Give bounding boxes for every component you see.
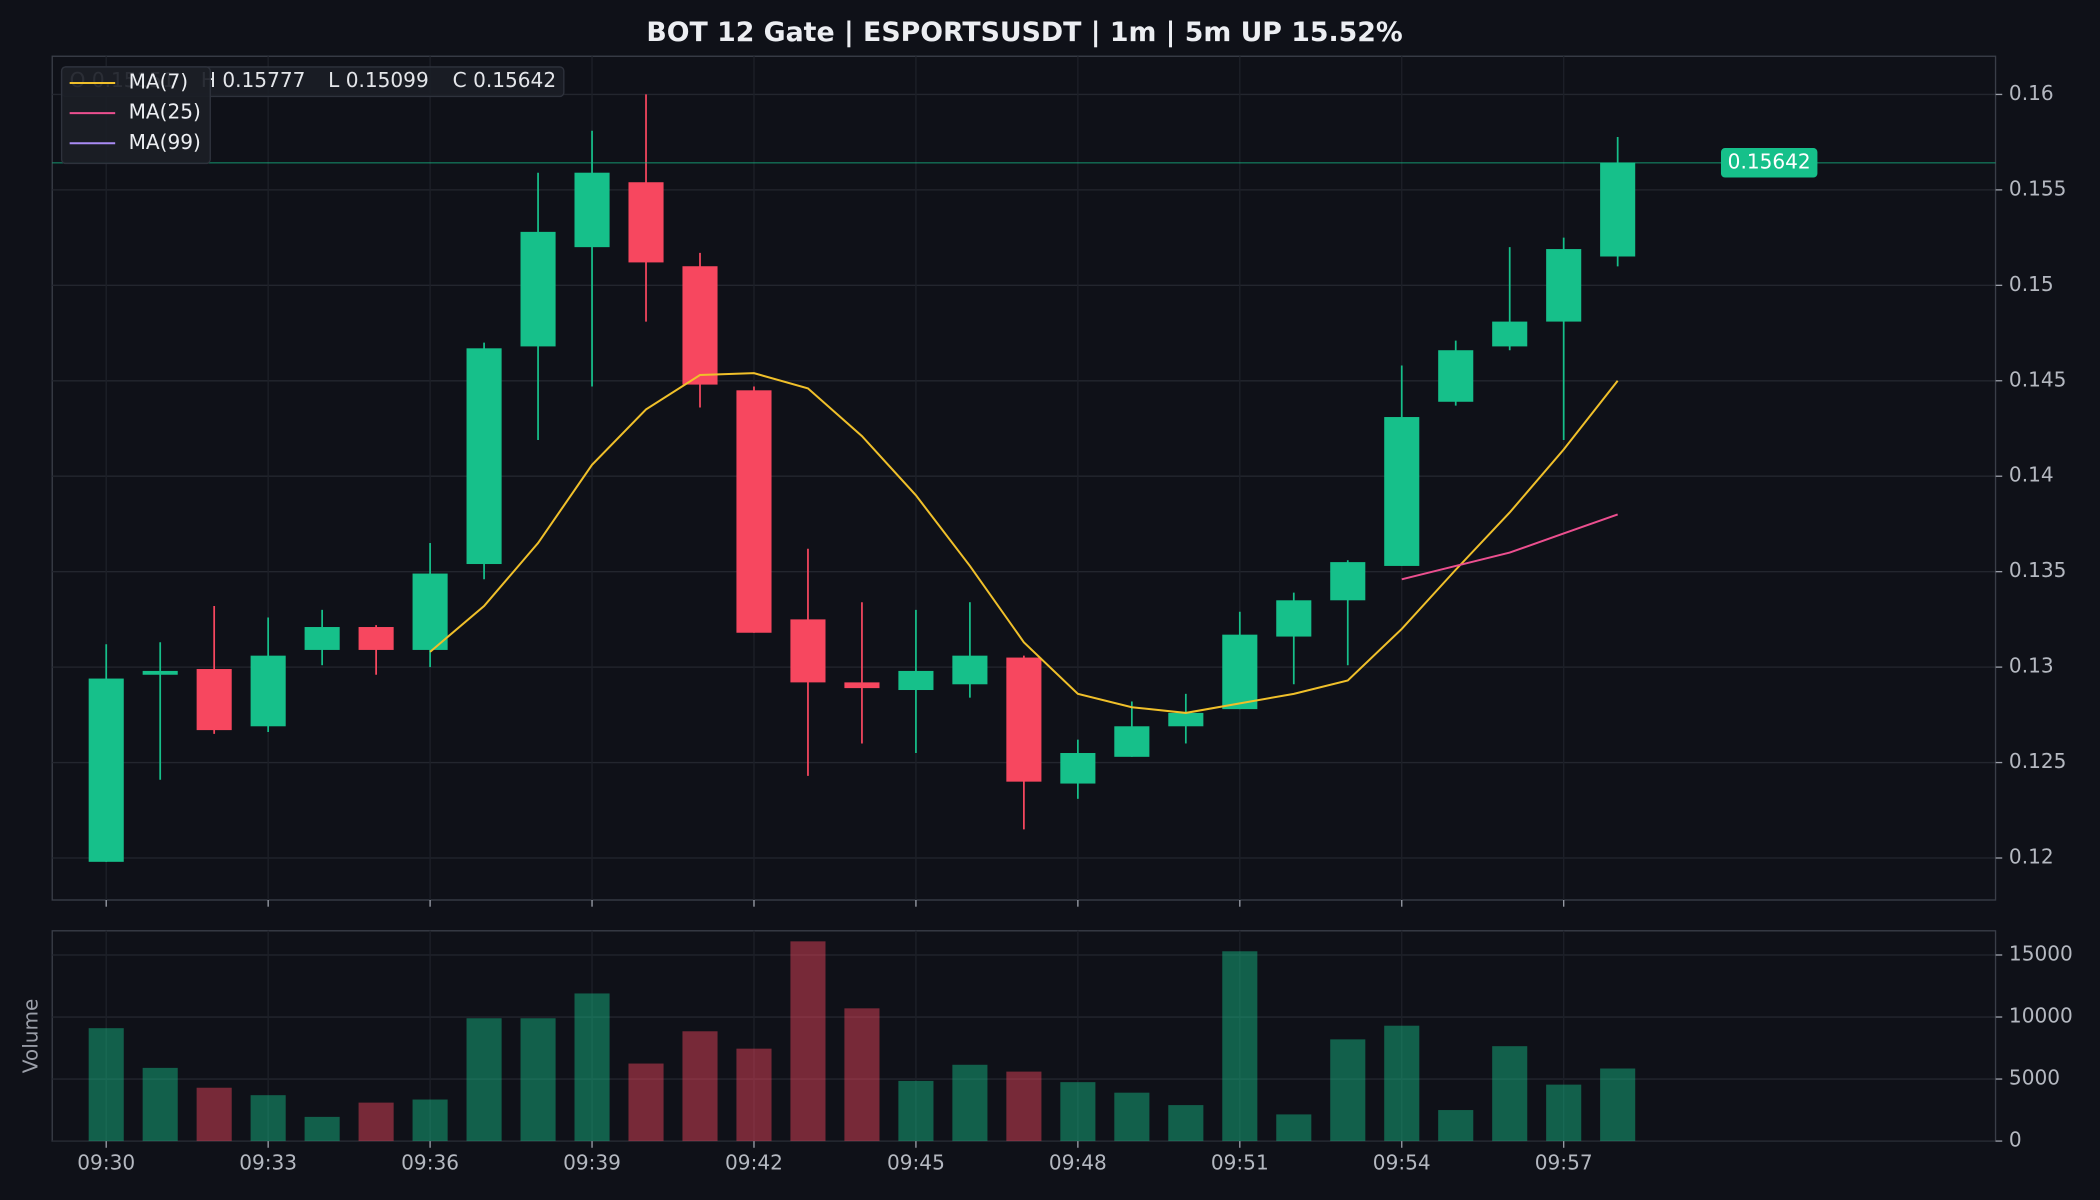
volume-bar <box>1276 1114 1312 1142</box>
candle-body <box>466 348 502 565</box>
y-tick-label: 0.135 <box>2009 558 2066 582</box>
volume-bar <box>790 941 826 1142</box>
volume-bar <box>574 993 610 1142</box>
candle-body <box>250 655 286 727</box>
candle-body <box>196 669 232 731</box>
y-tick-label: 5000 <box>2009 1066 2060 1090</box>
volume-bar <box>1168 1105 1204 1142</box>
y-tick-label: 0.155 <box>2009 176 2066 200</box>
ohlc-label: C 0.15642 <box>453 68 556 92</box>
candle-body <box>1060 753 1096 784</box>
candle-body <box>1276 600 1312 637</box>
candle-body <box>790 619 826 683</box>
ma-line <box>1401 513 1619 581</box>
volume-bar <box>196 1087 232 1142</box>
candle-body <box>574 172 610 248</box>
ma-line <box>429 372 1619 714</box>
volume-bar <box>466 1018 502 1142</box>
chart-title: BOT 12 Gate | ESPORTSUSDT | 1m | 5m UP 1… <box>646 17 1402 48</box>
volume-bar <box>358 1102 394 1142</box>
x-tick-label: 09:57 <box>1535 1150 1593 1174</box>
y-tick-label: 0.145 <box>2009 367 2066 391</box>
candle-body <box>1600 162 1636 257</box>
candle-body <box>358 627 394 650</box>
last-price-tag <box>1720 148 1818 178</box>
x-tick-label: 09:36 <box>401 1150 459 1174</box>
legend-label: MA(25) <box>129 100 201 124</box>
volume-bar <box>1114 1092 1150 1142</box>
volume-bar <box>682 1031 718 1142</box>
candle-body <box>1006 657 1042 782</box>
x-tick-label: 09:45 <box>887 1150 945 1174</box>
candle-body <box>1438 350 1474 402</box>
volume-bar <box>1492 1046 1528 1142</box>
candle-body <box>1384 417 1420 566</box>
candle-body <box>952 655 988 685</box>
volume-bar <box>1222 951 1258 1142</box>
y-tick-label: 0.125 <box>2009 749 2066 773</box>
x-tick-label: 09:48 <box>1049 1150 1107 1174</box>
legend-box <box>60 66 211 165</box>
y-axis-label: Volume <box>19 999 43 1074</box>
candle-body <box>1492 321 1528 347</box>
volume-panel <box>51 930 1997 1142</box>
ohlc-label: L 0.15099 <box>328 68 429 92</box>
x-tick-label: 09:30 <box>77 1150 135 1174</box>
legend-label: MA(7) <box>129 70 189 94</box>
candle-body <box>520 231 556 347</box>
candle-body <box>898 670 934 691</box>
candle-body <box>844 682 880 689</box>
candle-body <box>1330 562 1366 601</box>
volume-bar <box>1546 1084 1582 1142</box>
y-tick-label: 0.16 <box>2009 81 2054 105</box>
ohlc-label: H 0.15777 <box>201 68 306 92</box>
y-tick-label: 0.14 <box>2009 463 2054 487</box>
x-tick-label: 09:51 <box>1211 1150 1269 1174</box>
x-tick-label: 09:54 <box>1373 1150 1431 1174</box>
candle-body <box>736 390 772 633</box>
volume-bar <box>142 1067 178 1142</box>
candle-body <box>412 573 448 650</box>
volume-bar <box>520 1018 556 1142</box>
candle-body <box>682 266 718 385</box>
volume-bar <box>628 1063 664 1142</box>
candle-body <box>88 678 124 862</box>
legend-label: MA(99) <box>129 130 201 154</box>
candle-body <box>304 627 340 650</box>
candle-body <box>142 670 178 675</box>
volume-bar <box>1384 1025 1420 1142</box>
candle-body <box>1114 726 1150 757</box>
volume-bar <box>736 1048 772 1142</box>
x-tick-label: 09:42 <box>725 1150 783 1174</box>
volume-bar <box>304 1116 340 1142</box>
candle-body <box>1222 634 1258 710</box>
volume-bar <box>844 1008 880 1142</box>
volume-bar <box>88 1028 124 1142</box>
candle-body <box>1546 249 1582 322</box>
volume-bar <box>1060 1082 1096 1142</box>
volume-bar <box>898 1080 934 1142</box>
volume-bar <box>250 1095 286 1142</box>
volume-bar <box>1006 1071 1042 1142</box>
volume-bar <box>1438 1110 1474 1142</box>
x-tick-label: 09:39 <box>563 1150 621 1174</box>
volume-bar <box>412 1099 448 1142</box>
x-tick-label: 09:33 <box>239 1150 297 1174</box>
candle-body <box>1168 712 1204 727</box>
volume-bar <box>952 1064 988 1142</box>
candle-body <box>628 182 664 263</box>
y-tick-label: 10000 <box>2009 1004 2073 1028</box>
y-tick-label: 0.15 <box>2009 272 2054 296</box>
y-tick-label: 15000 <box>2009 941 2073 965</box>
volume-bar <box>1600 1068 1636 1142</box>
y-tick-label: 0 <box>2009 1128 2022 1152</box>
y-tick-label: 0.13 <box>2009 654 2054 678</box>
last-price-label: 0.15642 <box>1728 149 1811 173</box>
y-tick-label: 0.12 <box>2009 845 2054 869</box>
volume-bar <box>1330 1039 1366 1142</box>
